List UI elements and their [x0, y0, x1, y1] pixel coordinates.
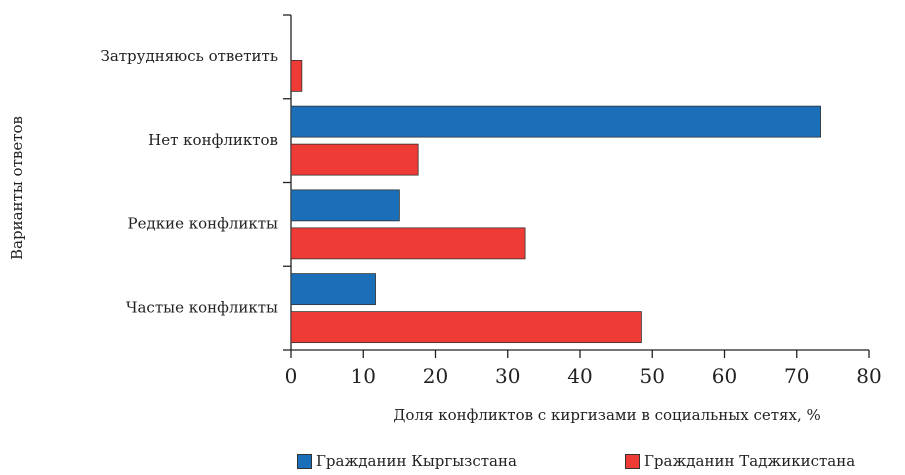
x-tick-label: 20: [423, 364, 448, 388]
axes: [283, 14, 870, 358]
category-label: Частые конфликты: [126, 298, 278, 316]
bar-tajikistan: [290, 311, 642, 344]
x-tick-label: 30: [495, 364, 520, 388]
x-tick-label: 10: [351, 364, 376, 388]
category-labels: Затрудняюсь ответить Нет конфликтов Редкие…: [100, 47, 278, 316]
legend-label-kyrgyzstan: Гражданин Кыргызстана: [316, 452, 517, 470]
category-label: Редкие конфликты: [127, 215, 278, 233]
bar-kyrgyzstan: [290, 105, 821, 138]
x-axis-title: Доля конфликтов с киргизами в социальных…: [393, 406, 821, 424]
category-label: Нет конфликтов: [148, 131, 278, 149]
category-label: Затрудняюсь ответить: [100, 47, 278, 65]
x-tick-label: 70: [784, 364, 809, 388]
bar-kyrgyzstan: [290, 189, 400, 222]
bars: [290, 59, 821, 344]
y-axis-title: Варианты ответов: [8, 116, 26, 260]
legend-swatch-kyrgyzstan: [297, 453, 312, 469]
bar-tajikistan: [290, 143, 419, 176]
x-tick-label: 60: [712, 364, 737, 388]
bar-tajikistan: [290, 227, 526, 260]
x-tick-label: 40: [567, 364, 592, 388]
x-tick-labels: 0 10 20 30 40 50 60 70 80: [285, 364, 882, 388]
legend-item-kyrgyzstan: Гражданин Кыргызстана: [297, 452, 517, 470]
x-tick-label: 80: [856, 364, 881, 388]
legend-label-tajikistan: Гражданин Таджикистана: [644, 452, 856, 470]
x-tick-label: 50: [640, 364, 665, 388]
legend-item-tajikistan: Гражданин Таджикистана: [625, 452, 855, 470]
x-tick-label: 0: [285, 364, 298, 388]
bar-kyrgyzstan: [290, 273, 376, 306]
bar-tajikistan: [290, 59, 303, 92]
legend-swatch-tajikistan: [625, 453, 640, 469]
